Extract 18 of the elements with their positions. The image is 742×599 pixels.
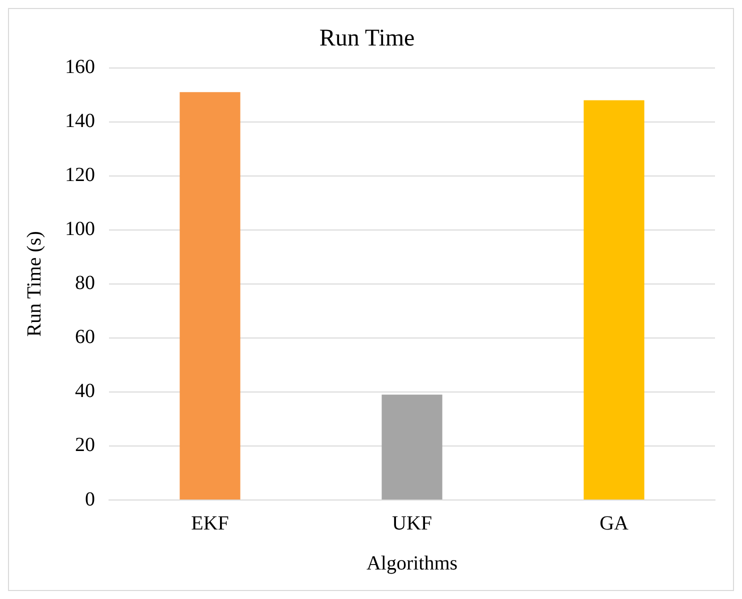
x-axis-title: Algorithms: [366, 552, 458, 574]
bar: [180, 92, 240, 500]
y-tick-label: 160: [65, 56, 95, 78]
y-tick-label: 100: [65, 218, 95, 240]
y-tick-label: 0: [85, 488, 95, 510]
y-tick-label: 120: [65, 164, 95, 186]
x-tick-label: EKF: [191, 512, 229, 534]
chart-title: Run Time: [319, 26, 415, 52]
y-tick-label: 20: [75, 434, 95, 456]
bar: [584, 100, 644, 500]
y-tick-label: 80: [75, 272, 95, 294]
bar: [382, 394, 442, 500]
x-tick-label: UKF: [392, 512, 432, 534]
y-tick-label: 140: [65, 110, 95, 132]
y-axis-title: Run Time (s): [23, 231, 46, 337]
y-tick-label: 40: [75, 380, 95, 402]
x-tick-label: GA: [600, 512, 629, 534]
y-tick-label: 60: [75, 326, 95, 348]
